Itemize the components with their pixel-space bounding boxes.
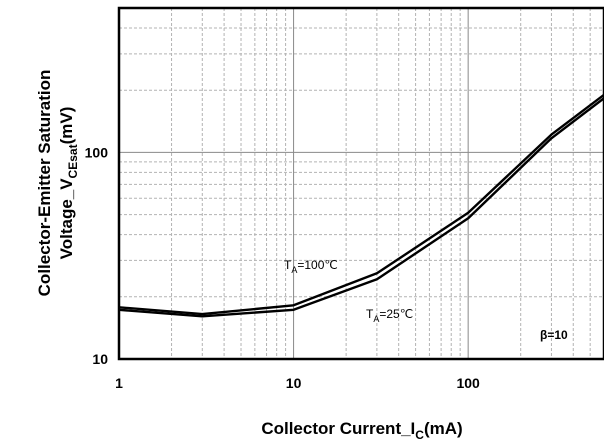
minor-grid [119, 8, 604, 359]
tick-labels: 1 10 100 10 100 [85, 144, 480, 391]
series-line-ta-25c [118, 97, 604, 318]
y-axis-title-line1: Collector-Emitter Saturation [35, 70, 54, 297]
plot-frame [117, 6, 604, 361]
x-tick-label: 10 [286, 375, 302, 391]
annotation-ta-100: TA=100℃ [284, 258, 338, 275]
y-tick-label: 100 [85, 144, 109, 160]
x-axis-title: Collector Current_IC(mA) [261, 419, 462, 442]
x-tick-label: 1 [115, 375, 123, 391]
series-layer [118, 93, 604, 318]
series-line-ta-100c [118, 93, 604, 316]
x-tick-label: 100 [456, 375, 480, 391]
y-tick-label: 10 [92, 351, 108, 367]
annotation-ta-25: TA=25℃ [366, 307, 413, 324]
annotation-beta: β=10 [540, 328, 568, 342]
y-axis-title-line2: Voltage_VCEsat(mV) [57, 107, 80, 260]
major-grid [119, 8, 604, 359]
